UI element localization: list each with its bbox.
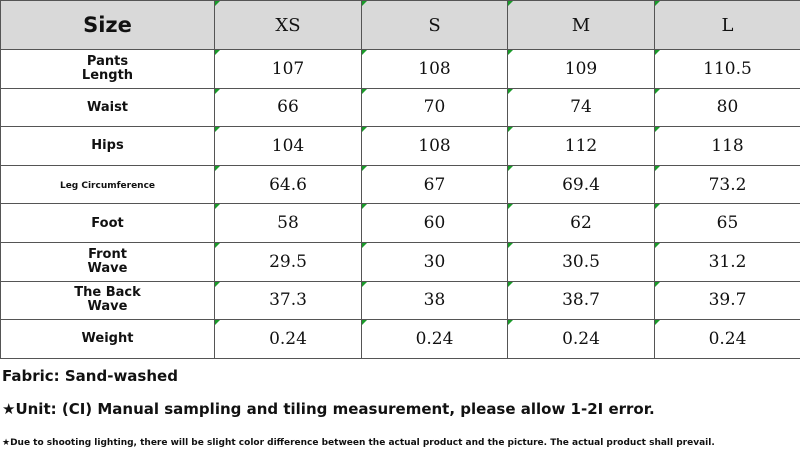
row-label: Pants Length bbox=[0, 49, 215, 89]
label-text: Waist bbox=[86, 99, 129, 115]
measurement: 80 bbox=[654, 87, 800, 128]
measurement: 108 bbox=[361, 126, 508, 166]
measurement: 37.3 bbox=[214, 280, 362, 321]
measurement: 39.7 bbox=[654, 280, 800, 321]
measurement: 110.5 bbox=[654, 49, 800, 89]
header-row: Size XS S M L bbox=[0, 0, 800, 50]
measurement: 118 bbox=[654, 126, 800, 166]
label-text: Foot bbox=[91, 215, 124, 231]
data-row: Hips 104 108 112 118 bbox=[0, 126, 800, 166]
measurement: 108 bbox=[361, 49, 508, 89]
measurement: 107 bbox=[214, 49, 362, 89]
measurement: 69.4 bbox=[507, 164, 655, 205]
data-row: Foot 58 60 62 65 bbox=[0, 203, 800, 243]
color-note: ★Due to shooting lighting, there will be… bbox=[2, 438, 715, 448]
measurement: 30.5 bbox=[507, 241, 655, 282]
measurement: 0.24 bbox=[361, 319, 508, 359]
measurement: 66 bbox=[214, 87, 362, 128]
measurement: 0.24 bbox=[214, 319, 362, 359]
measurement: 31.2 bbox=[654, 241, 800, 282]
measurement: 73.2 bbox=[654, 164, 800, 205]
unit-note: ★Unit: (CI) Manual sampling and tiling m… bbox=[2, 400, 655, 418]
row-label: The Back Wave bbox=[0, 280, 215, 321]
data-row: The Back Wave 37.3 38 38.7 39.7 bbox=[0, 280, 800, 321]
row-label: Hips bbox=[0, 126, 215, 166]
measurement: 58 bbox=[214, 203, 362, 243]
data-row: Pants Length 107 108 109 110.5 bbox=[0, 49, 800, 89]
size-header: XS bbox=[214, 0, 362, 50]
row-label: Weight bbox=[0, 319, 215, 359]
row-label: Foot bbox=[0, 203, 215, 243]
measurement: 112 bbox=[507, 126, 655, 166]
data-row: Waist 66 70 74 80 bbox=[0, 87, 800, 128]
measurement: 62 bbox=[507, 203, 655, 243]
size-header: S bbox=[361, 0, 508, 50]
measurement: 74 bbox=[507, 87, 655, 128]
fabric-note: Fabric: Sand-washed bbox=[2, 367, 178, 385]
label-text: Pants Length bbox=[81, 53, 134, 83]
measurement: 38.7 bbox=[507, 280, 655, 321]
label-text: Weight bbox=[81, 331, 134, 347]
measurement: 38 bbox=[361, 280, 508, 321]
measurement: 104 bbox=[214, 126, 362, 166]
row-label: Front Wave bbox=[0, 241, 215, 282]
data-row: Weight 0.24 0.24 0.24 0.24 bbox=[0, 319, 800, 359]
size-label: Size bbox=[0, 0, 215, 50]
measurement: 0.24 bbox=[507, 319, 655, 359]
label-text: The Back Wave bbox=[74, 285, 141, 315]
measurement: 30 bbox=[361, 241, 508, 282]
row-label: Leg Circumference bbox=[0, 164, 215, 205]
measurement: 64.6 bbox=[214, 164, 362, 205]
size-header: L bbox=[654, 0, 800, 50]
size-table: Size XS S M L Pants Length 107 108 109 110.5 Waist… bbox=[0, 0, 800, 359]
size-header: M bbox=[507, 0, 655, 50]
data-row: Leg Circumference 64.6 67 69.4 73.2 bbox=[0, 164, 800, 205]
measurement: 60 bbox=[361, 203, 508, 243]
row-label: Waist bbox=[0, 87, 215, 128]
label-text: Leg Circumference bbox=[59, 180, 156, 191]
label-text: Hips bbox=[91, 138, 124, 154]
data-row: Front Wave 29.5 30 30.5 31.2 bbox=[0, 241, 800, 282]
measurement: 65 bbox=[654, 203, 800, 243]
measurement: 109 bbox=[507, 49, 655, 89]
measurement: 67 bbox=[361, 164, 508, 205]
measurement: 70 bbox=[361, 87, 508, 128]
label-text: Front Wave bbox=[87, 246, 128, 276]
measurement: 0.24 bbox=[654, 319, 800, 359]
measurement: 29.5 bbox=[214, 241, 362, 282]
